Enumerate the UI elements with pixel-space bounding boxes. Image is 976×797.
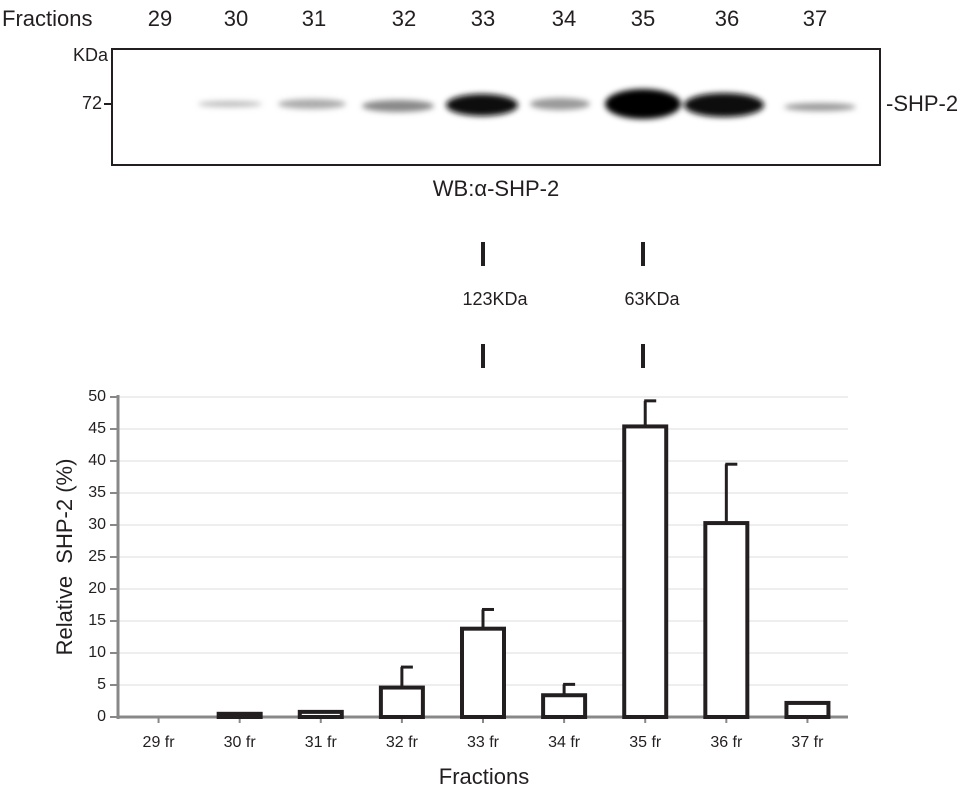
x-tick-label: 32 fr bbox=[386, 734, 419, 751]
band-label: -SHP-2 bbox=[886, 91, 958, 116]
y-axis-title: Relative SHP-2 (%) bbox=[52, 459, 77, 656]
size-marker: 123KDa bbox=[462, 289, 528, 309]
x-tick-label: 35 fr bbox=[629, 734, 662, 751]
blot-caption: WB:α-SHP-2 bbox=[433, 176, 559, 201]
y-tick-label: 20 bbox=[88, 580, 106, 597]
fraction-number: 36 bbox=[715, 6, 739, 31]
y-tick-label: 5 bbox=[97, 676, 106, 693]
fraction-number: 29 bbox=[148, 6, 172, 31]
x-tick-label: 29 fr bbox=[143, 734, 176, 751]
x-tick-label: 31 fr bbox=[305, 734, 338, 751]
bar bbox=[300, 712, 342, 717]
y-tick-label: 40 bbox=[88, 452, 106, 469]
fraction-number: 33 bbox=[471, 6, 495, 31]
y-tick-label: 30 bbox=[88, 516, 106, 533]
fraction-number: 32 bbox=[392, 6, 416, 31]
x-tick-label: 30 fr bbox=[224, 734, 257, 751]
bar bbox=[705, 523, 747, 717]
bar bbox=[543, 695, 585, 717]
y-tick-label: 45 bbox=[88, 420, 106, 437]
fraction-number: 31 bbox=[302, 6, 326, 31]
bar bbox=[462, 629, 504, 717]
x-axis-title: Fractions bbox=[439, 764, 529, 789]
bar bbox=[786, 703, 828, 717]
y-tick-label: 10 bbox=[88, 644, 106, 661]
x-tick-label: 33 fr bbox=[467, 734, 500, 751]
y-tick-label: 35 bbox=[88, 484, 106, 501]
bar bbox=[381, 688, 423, 717]
kda-label: KDa bbox=[73, 45, 109, 65]
y-tick-label: 0 bbox=[97, 708, 106, 725]
marker-label: 72 bbox=[82, 93, 102, 113]
y-tick-label: 15 bbox=[88, 612, 106, 629]
fraction-number: 35 bbox=[631, 6, 655, 31]
x-tick-label: 37 fr bbox=[791, 734, 824, 751]
bar bbox=[624, 426, 666, 717]
fraction-number: 30 bbox=[224, 6, 248, 31]
x-tick-label: 36 fr bbox=[710, 734, 743, 751]
fraction-number: 34 bbox=[552, 6, 576, 31]
x-tick-label: 34 fr bbox=[548, 734, 581, 751]
y-tick-label: 50 bbox=[88, 388, 106, 405]
figure: Fractions KDa 72 -SHP-2 WB:α-SHP-2 123KD… bbox=[0, 0, 976, 792]
fraction-number: 37 bbox=[803, 6, 827, 31]
bar bbox=[219, 714, 261, 717]
size-marker: 63KDa bbox=[624, 289, 680, 309]
y-tick-label: 25 bbox=[88, 548, 106, 565]
fractions-label: Fractions bbox=[2, 6, 92, 31]
